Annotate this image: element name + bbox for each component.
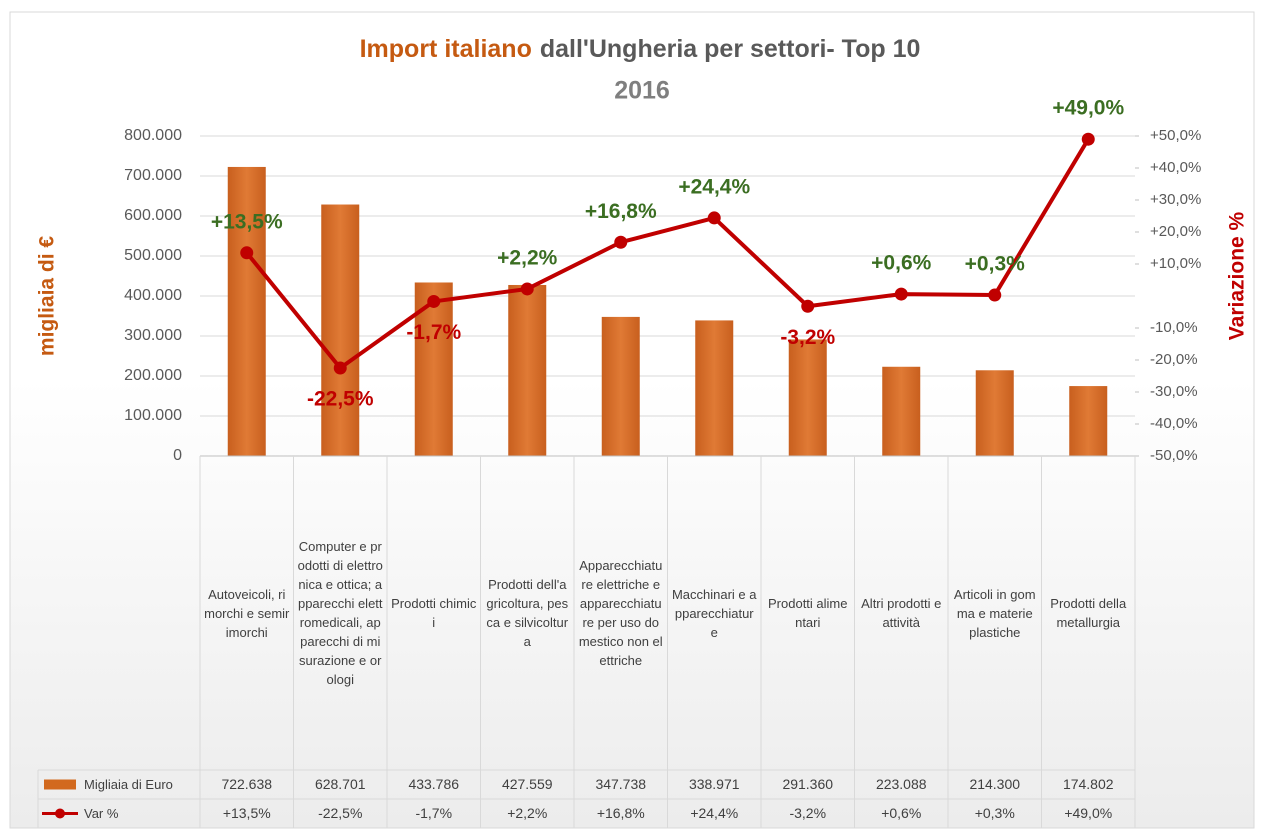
table-value: 628.701 [314, 776, 366, 792]
y-tick-label: 600.000 [124, 207, 182, 224]
y-tick-label: 200.000 [124, 367, 182, 384]
x-tick-label: Altri prodotti e attività [861, 596, 942, 630]
legend-swatch [44, 779, 76, 790]
table-value: +16,8% [596, 805, 645, 821]
bar [695, 320, 734, 456]
line-marker [1081, 132, 1095, 146]
table-value: +2,2% [507, 805, 548, 821]
chart-title: Import italiano dall'Ungheria per settori… [360, 35, 921, 63]
table-value: 338.971 [688, 776, 740, 792]
y2-tick-label: +50,0% [1150, 127, 1201, 144]
line-marker [707, 211, 721, 225]
bar [975, 370, 1014, 456]
y2-tick-label: +20,0% [1150, 223, 1201, 240]
table-value: +49,0% [1064, 805, 1113, 821]
y2-tick-label: +30,0% [1150, 191, 1201, 208]
legend-label: Migliaia di Euro [84, 777, 173, 792]
y-tick-label: 400.000 [124, 287, 182, 304]
line [245, 138, 1090, 370]
data-label: +13,5% [211, 210, 283, 233]
x-tick-label: Autoveicoli, rimorchi e semirimorchi [204, 586, 290, 640]
line-marker [614, 235, 628, 249]
line-marker [427, 294, 441, 308]
y2-tick-label: -40,0% [1150, 415, 1198, 432]
table-value: +13,5% [222, 805, 271, 821]
data-label: +16,8% [585, 200, 657, 223]
data-label: +2,2% [497, 247, 557, 270]
y-axis-label: migliaia di € [36, 236, 59, 357]
table-value: +0,3% [974, 805, 1015, 821]
line-marker [801, 299, 815, 313]
bar [321, 204, 360, 456]
data-label: +49,0% [1052, 97, 1124, 120]
y2-tick-label: -50,0% [1150, 447, 1198, 464]
bar [601, 316, 640, 456]
data-label: +0,6% [871, 252, 931, 275]
data-label: +24,4% [678, 175, 750, 198]
line-marker [894, 287, 908, 301]
data-label: +0,3% [965, 253, 1025, 276]
table-value: -22,5% [318, 805, 363, 821]
x-tick-label: Prodotti dell'agricoltura, pesca e silvi… [486, 577, 569, 649]
y2-axis-label: Variazione % [1226, 211, 1249, 340]
legend-label: Var % [84, 806, 119, 821]
table-value: 722.638 [221, 776, 273, 792]
data-label: -3,2% [780, 326, 835, 349]
table-value: 291.360 [782, 776, 834, 792]
data-label: -1,7% [406, 321, 461, 344]
bar [1069, 386, 1108, 456]
y-tick-label: 300.000 [124, 327, 182, 344]
line-marker [240, 246, 254, 260]
x-tick-label: Apparecchiature elettriche e apparecchia… [578, 558, 663, 668]
table-value: 214.300 [969, 776, 1021, 792]
y-tick-label: 700.000 [124, 167, 182, 184]
table-value: -3,2% [789, 805, 827, 821]
line-marker [520, 282, 534, 296]
x-tick-label: Computer e prodotti di elettronica e ott… [297, 539, 383, 687]
table-value: 433.786 [408, 776, 460, 792]
y-tick-label: 100.000 [124, 407, 182, 424]
x-tick-label: Macchinari e apparecchiature [671, 586, 757, 640]
table-value: 427.559 [501, 776, 553, 792]
bar [508, 284, 547, 456]
y-tick-label: 500.000 [124, 247, 182, 264]
bar [227, 166, 266, 456]
table-value: -1,7% [415, 805, 453, 821]
x-tick-label: Articoli in gomma e materie plastiche [953, 586, 1036, 640]
y2-tick-label: -10,0% [1150, 319, 1198, 336]
table-value: 347.738 [595, 776, 647, 792]
table-value: +24,4% [690, 805, 739, 821]
table-value: 223.088 [875, 776, 927, 792]
y2-tick-label: -20,0% [1150, 351, 1198, 368]
bar [788, 339, 827, 456]
legend-swatch [55, 808, 65, 819]
x-tick-label: Prodotti alimentari [768, 596, 848, 630]
y2-tick-label: -30,0% [1150, 383, 1198, 400]
y2-tick-label: +10,0% [1150, 255, 1201, 272]
x-tick-label: Prodotti della metallurgia [1050, 596, 1127, 630]
table-value: +0,6% [881, 805, 922, 821]
x-tick-label: Prodotti chimici [391, 596, 477, 630]
line-marker [333, 361, 347, 375]
y-tick-label: 800.000 [124, 127, 182, 144]
line-marker [988, 288, 1002, 302]
data-label: -22,5% [307, 388, 374, 411]
y-tick-label: 0 [173, 447, 182, 464]
chart-subtitle: 2016 [614, 77, 670, 105]
bar [882, 366, 921, 456]
y2-tick-label: +40,0% [1150, 159, 1201, 176]
table-value: 174.802 [1062, 776, 1114, 792]
